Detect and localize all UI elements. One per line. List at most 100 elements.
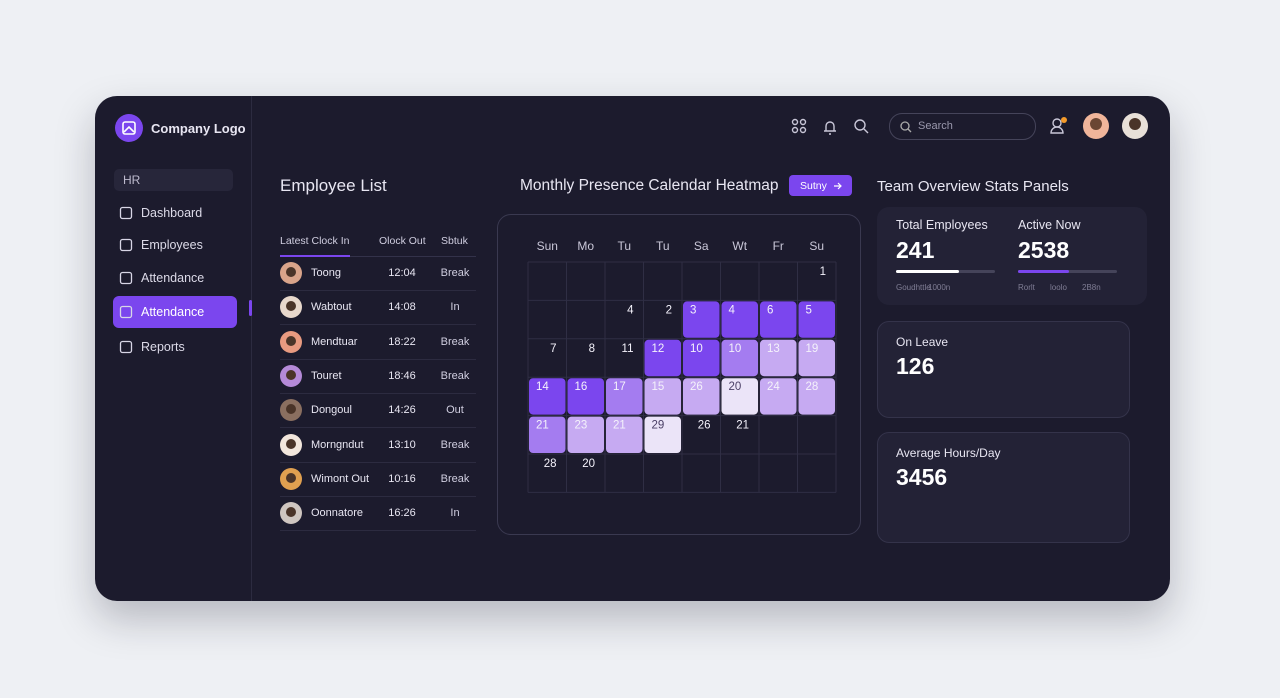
heat-cell	[760, 339, 797, 377]
weekday: Tu	[656, 239, 670, 253]
day-number: 3	[690, 304, 696, 316]
heat-cell	[721, 378, 758, 415]
section-title: Team Overview Stats Panels	[877, 178, 1069, 195]
heat-cell	[798, 378, 835, 415]
avatar-head	[286, 267, 296, 277]
header-underline	[280, 255, 350, 257]
heat-cell	[644, 378, 681, 415]
status: Break	[440, 369, 470, 382]
nav-icon	[119, 206, 133, 220]
avatar	[280, 262, 302, 284]
avatar-head	[286, 404, 296, 415]
clock-out: 14:08	[388, 301, 416, 314]
clock-out: 12:04	[388, 267, 416, 279]
progress-bar	[1018, 270, 1070, 273]
day-number: 20	[729, 381, 742, 393]
calendar-button[interactable]: Sutny	[789, 175, 852, 196]
employee-name: Oonnatore	[311, 507, 363, 520]
avatar	[280, 364, 302, 387]
day-number: 21	[736, 420, 749, 432]
row-line	[280, 290, 476, 291]
day-number: 17	[613, 381, 626, 393]
progress-bar	[896, 270, 960, 273]
nav-icon-shape	[119, 206, 133, 220]
heat-cell	[529, 416, 566, 453]
employee-name: Touret	[311, 369, 342, 382]
day-number: 6	[767, 304, 773, 316]
heat-cell	[760, 301, 797, 338]
nav-icon-shape	[119, 305, 133, 319]
nav-icon	[119, 271, 133, 285]
day-number: 16	[575, 381, 588, 393]
user-icon[interactable]	[1049, 116, 1069, 136]
weekday: Tu	[617, 239, 631, 253]
stat-caption: 1000n	[928, 283, 951, 292]
nav-icon	[119, 238, 133, 252]
day-number: 29	[652, 420, 665, 432]
stat-value: 126	[896, 353, 935, 379]
nav-icon-shape	[119, 238, 133, 252]
toolbar-icons	[791, 118, 869, 135]
status: Out	[446, 404, 464, 417]
avatar-head	[286, 438, 296, 449]
row-line	[280, 530, 476, 532]
status: Break	[440, 438, 470, 451]
heat-cell	[683, 339, 720, 377]
avatar	[280, 330, 302, 353]
day-number: 4	[627, 304, 634, 316]
stat-label: Average Hours/Day	[896, 446, 1001, 460]
status: In	[450, 507, 460, 520]
nav-item[interactable]: Reports	[141, 340, 185, 354]
heat-cell	[721, 339, 758, 377]
day-number: 13	[767, 343, 780, 355]
top-stats-card	[877, 207, 1147, 305]
heat-cell	[721, 301, 758, 338]
row-line	[280, 392, 476, 394]
row-line	[280, 358, 476, 360]
row-line	[280, 427, 476, 429]
avatar	[280, 502, 302, 525]
avatar-head	[286, 335, 296, 346]
active-indicator	[249, 300, 252, 316]
day-number: 21	[613, 420, 626, 432]
avatar-head	[286, 507, 296, 518]
stat-label: Active Now	[1018, 218, 1081, 232]
arrow-icon	[834, 182, 842, 190]
day-number: 26	[698, 420, 711, 432]
logo-text: Company Logo	[151, 121, 246, 136]
stat-value: 3456	[896, 464, 948, 490]
weekday: Sun	[537, 239, 558, 253]
calendar-frame	[497, 214, 861, 535]
heat-cell	[606, 378, 643, 415]
avatar-head	[286, 369, 296, 380]
day-number: 5	[806, 304, 812, 316]
heat-cell	[760, 378, 797, 415]
status: Break	[440, 335, 470, 348]
employee-name: Toong	[311, 267, 341, 279]
nav-item[interactable]: Dashboard	[141, 206, 203, 220]
row-line	[280, 461, 476, 463]
nav-icon-shape	[119, 340, 133, 354]
day-number: 4	[729, 304, 736, 316]
employee-name: Wabtout	[311, 301, 352, 314]
stat-caption: Rorlt	[1018, 283, 1035, 292]
nav-item[interactable]: Attendance	[141, 305, 205, 319]
day-number: 20	[582, 458, 595, 470]
employee-name: Mendtuar	[311, 335, 358, 348]
avatars[interactable]	[1082, 112, 1152, 140]
heat-cell	[644, 339, 681, 377]
nav-active-bg[interactable]	[113, 296, 237, 328]
heat-cell	[683, 301, 720, 338]
heat-cell	[683, 378, 720, 415]
nav-item[interactable]: Attendance	[141, 271, 205, 285]
search-box[interactable]: Search	[889, 113, 1036, 140]
search-placeholder: Search	[918, 120, 953, 132]
day-number: 7	[550, 343, 556, 355]
heat-cell	[567, 378, 604, 415]
heat-cell	[606, 416, 643, 453]
nav-item[interactable]: Employees	[141, 238, 203, 252]
stat-label: On Leave	[896, 335, 949, 349]
stat-card	[877, 432, 1130, 543]
clock-out: 18:46	[388, 369, 416, 382]
